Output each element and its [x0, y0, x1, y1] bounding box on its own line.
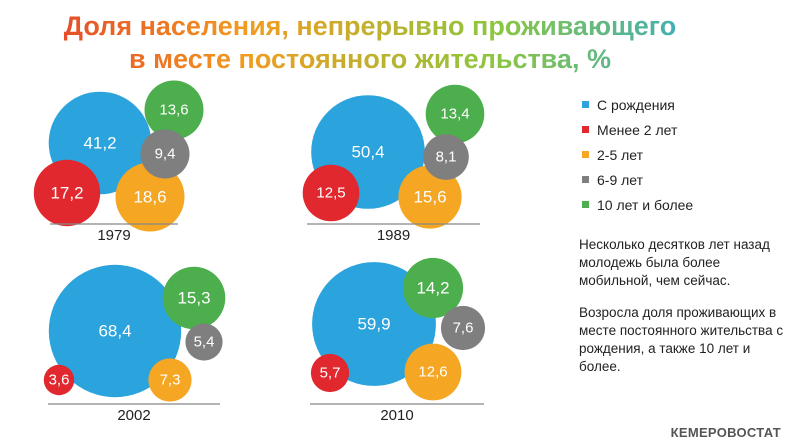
- bubble-chart-2010: 59,9 14,2 12,6 7,6 5,7 2010: [310, 257, 486, 424]
- title-line-2: в месте постоянного жительства, %: [129, 44, 611, 74]
- title-line-1: Доля населения, непрерывно проживающего: [63, 11, 677, 41]
- bubble-label-6-9-years: 8,1: [436, 149, 457, 166]
- bubble-label-from-birth: 50,4: [351, 143, 384, 162]
- year-label: 2010: [380, 407, 413, 424]
- bubble-under-2-years: [310, 353, 350, 393]
- notes: Несколько десятков лет назад молодежь бы…: [579, 236, 794, 390]
- year-label: 1979: [97, 227, 130, 244]
- legend-swatch: [582, 151, 589, 158]
- legend-item: 10 лет и более: [582, 192, 693, 217]
- bubble-under-2-years: [43, 364, 75, 396]
- panel-2010: 59,9 14,2 12,6 7,6 5,7 2010: [292, 256, 492, 434]
- legend-swatch: [582, 201, 589, 208]
- bubble-6-9-years: [440, 305, 486, 351]
- year-label: 1989: [377, 227, 410, 244]
- bubble-10-plus-years: [144, 80, 204, 140]
- legend-item: 2-5 лет: [582, 142, 693, 167]
- bubble-label-10-plus-years: 13,4: [440, 106, 469, 123]
- bubble-chart-1989: 50,4 15,6 13,4 12,5 8,1 1989: [302, 84, 485, 244]
- legend-label: 2-5 лет: [597, 146, 644, 163]
- bubble-6-9-years: [423, 134, 469, 180]
- bubble-10-plus-years: [402, 257, 464, 319]
- bubble-label-6-9-years: 5,4: [194, 334, 215, 351]
- bubble-label-10-plus-years: 15,3: [177, 289, 210, 308]
- bubble-10-plus-years: [162, 266, 226, 330]
- bubble-under-2-years: [33, 159, 101, 227]
- bubble-from-birth: [48, 264, 182, 398]
- bubble-label-2-5-years: 15,6: [413, 188, 446, 207]
- bubble-6-9-years: [185, 323, 223, 361]
- bubble-label-from-birth: 68,4: [98, 322, 131, 341]
- legend-item: 6-9 лет: [582, 167, 693, 192]
- bubble-label-from-birth: 41,2: [83, 134, 116, 153]
- bubble-2-5-years: [148, 358, 192, 402]
- panel-1979: 41,2 18,6 17,2 13,6 9,4 1979: [30, 80, 230, 252]
- legend-label: 10 лет и более: [597, 196, 694, 213]
- bubble-label-under-2-years: 17,2: [50, 184, 83, 203]
- bubble-label-2-5-years: 7,3: [160, 372, 181, 389]
- source-label: КЕМЕРОВОСТАТ: [670, 425, 781, 440]
- year-label: 2002: [117, 407, 150, 424]
- legend-item: С рождения: [582, 92, 693, 117]
- legend-swatch: [582, 126, 589, 133]
- bubble-2-5-years: [398, 165, 462, 229]
- legend-swatch: [582, 101, 589, 108]
- legend-label: С рождения: [597, 96, 675, 113]
- legend-swatch: [582, 176, 589, 183]
- legend: С рождения Менее 2 лет 2-5 лет 6-9 лет 1…: [582, 92, 693, 217]
- bubble-label-under-2-years: 3,6: [49, 372, 70, 389]
- bubble-label-10-plus-years: 14,2: [416, 279, 449, 298]
- bubble-label-2-5-years: 12,6: [418, 364, 447, 381]
- note-paragraph: Несколько десятков лет назад молодежь бы…: [579, 237, 770, 288]
- legend-label: Менее 2 лет: [597, 121, 678, 138]
- bubble-label-under-2-years: 5,7: [320, 365, 341, 382]
- bubble-label-6-9-years: 7,6: [453, 320, 474, 337]
- legend-item: Менее 2 лет: [582, 117, 693, 142]
- panel-1989: 50,4 15,6 13,4 12,5 8,1 1989: [292, 80, 492, 252]
- bubble-chart-2002: 68,4 15,3 7,3 5,4 3,6 2002: [43, 264, 226, 424]
- bubble-10-plus-years: [425, 84, 485, 144]
- bubble-2-5-years: [404, 343, 462, 401]
- bubble-label-10-plus-years: 13,6: [159, 102, 188, 119]
- legend-label: 6-9 лет: [597, 171, 644, 188]
- chart-title: Доля населения, непрерывно проживающего …: [0, 10, 740, 76]
- bubble-2-5-years: [115, 162, 185, 232]
- bubble-6-9-years: [140, 129, 190, 179]
- bubble-label-2-5-years: 18,6: [133, 188, 166, 207]
- panel-2002: 68,4 15,3 7,3 5,4 3,6 2002: [30, 256, 230, 434]
- bubble-label-6-9-years: 9,4: [155, 146, 176, 163]
- note-paragraph: Возросла доля проживающих в месте постоя…: [579, 305, 784, 374]
- bubble-under-2-years: [302, 164, 360, 222]
- bubble-label-under-2-years: 12,5: [316, 185, 345, 202]
- bubble-label-from-birth: 59,9: [357, 315, 390, 334]
- bubble-chart-1979: 41,2 18,6 17,2 13,6 9,4 1979: [33, 80, 204, 244]
